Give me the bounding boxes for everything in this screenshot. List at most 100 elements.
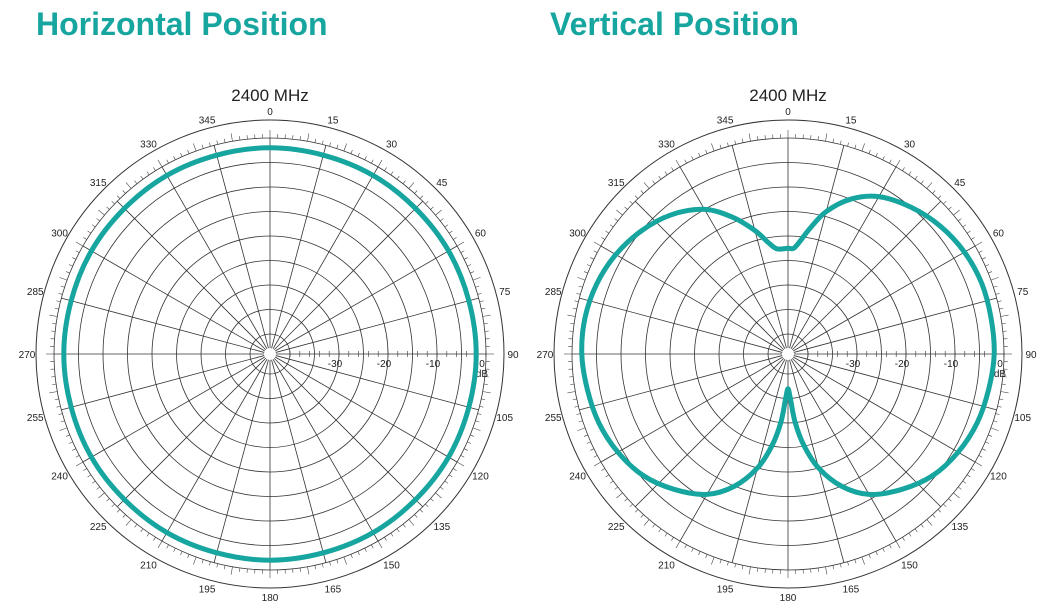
angle-tick <box>239 567 241 572</box>
angle-tick <box>601 468 605 471</box>
db-tick-label: 0 <box>997 359 1003 370</box>
db-unit-label: dB <box>476 369 489 380</box>
angle-tick <box>966 230 971 234</box>
angle-tick <box>966 474 971 478</box>
angle-label: 180 <box>780 593 797 601</box>
angle-tick <box>52 383 57 385</box>
angle-label: 90 <box>1025 350 1037 361</box>
angle-label: 300 <box>569 229 586 240</box>
angle-tick <box>593 455 598 458</box>
spoke <box>579 355 783 411</box>
angle-tick <box>895 540 901 549</box>
angle-tick <box>65 271 70 274</box>
angle-tick <box>134 180 138 184</box>
angle-tick <box>971 468 975 471</box>
angle-tick <box>757 136 759 141</box>
angle-tick <box>180 152 183 157</box>
angle-tick <box>609 224 614 228</box>
angle-label: 330 <box>140 140 157 151</box>
angle-tick <box>902 537 905 541</box>
angle-tick <box>230 566 233 575</box>
angle-tick <box>985 264 990 267</box>
angle-tick <box>364 156 367 160</box>
angle-tick <box>65 434 70 437</box>
angle-tick <box>861 556 865 565</box>
spoke <box>271 145 327 349</box>
angle-tick <box>875 152 878 157</box>
angle-tick <box>54 398 59 401</box>
db-tick-label: -30 <box>846 359 861 370</box>
db-tick-label: -10 <box>944 359 959 370</box>
angle-tick <box>430 206 434 210</box>
angle-tick <box>371 159 374 164</box>
angle-tick <box>96 218 100 222</box>
angle-tick <box>59 427 68 431</box>
angle-tick <box>396 528 400 533</box>
angle-tick <box>937 509 942 513</box>
angle-tick <box>889 544 892 549</box>
spoke <box>213 145 269 349</box>
angle-tick <box>201 144 204 149</box>
angle-tick <box>995 293 1000 295</box>
angle-tick <box>1001 323 1006 325</box>
spoke <box>600 356 784 463</box>
angle-tick <box>472 427 481 431</box>
angle-label: 210 <box>140 560 157 571</box>
angle-tick <box>444 480 449 484</box>
angle-tick <box>83 237 87 240</box>
angle-tick <box>590 448 594 451</box>
angle-tick <box>847 561 849 566</box>
angle-tick <box>467 441 472 444</box>
angle-label: 105 <box>1014 413 1031 424</box>
angle-label: 240 <box>51 472 68 483</box>
angle-tick <box>953 492 960 499</box>
angle-tick <box>574 300 579 303</box>
angle-tick <box>460 455 465 458</box>
angle-tick <box>727 561 729 566</box>
angle-tick <box>684 544 687 549</box>
polar-chart-1: -30 -20 -10 0dB0153045607590105120135150165… <box>537 86 1037 601</box>
angle-tick <box>567 391 576 394</box>
angle-tick <box>111 200 115 205</box>
angle-tick <box>307 133 310 142</box>
angle-label: 330 <box>658 140 675 151</box>
angle-tick <box>166 544 169 549</box>
angle-tick <box>75 241 84 247</box>
angle-tick <box>216 563 219 568</box>
angle-tick <box>882 156 885 160</box>
angle-label: 15 <box>327 115 339 126</box>
spoke <box>791 200 942 351</box>
angle-tick <box>475 420 480 423</box>
angle-tick <box>671 537 674 541</box>
angle-tick <box>216 140 219 145</box>
angle-tick <box>634 509 639 513</box>
angle-label: 105 <box>496 413 513 424</box>
angle-label: 15 <box>845 115 857 126</box>
angle-tick <box>719 559 722 564</box>
angle-label: 150 <box>901 560 918 571</box>
spoke <box>272 358 379 542</box>
db-unit-label: dB <box>994 369 1007 380</box>
angle-tick <box>889 159 892 164</box>
angle-tick <box>180 551 183 556</box>
angle-tick <box>1000 391 1009 394</box>
angle-tick <box>87 230 92 234</box>
angle-tick <box>616 209 623 216</box>
angle-tick <box>479 405 484 408</box>
angle-tick <box>590 257 594 260</box>
angle-tick <box>601 237 605 240</box>
angle-tick <box>60 285 65 288</box>
angle-tick <box>920 180 924 184</box>
spoke <box>634 200 785 351</box>
angle-tick <box>390 532 394 537</box>
angle-tick <box>299 567 301 572</box>
angle-label: 165 <box>325 585 342 596</box>
angle-tick <box>68 264 73 267</box>
angle-tick <box>748 566 751 575</box>
angle-label: 285 <box>545 287 562 298</box>
angle-tick <box>997 405 1002 408</box>
angle-label: 300 <box>51 229 68 240</box>
angle-tick <box>425 200 429 205</box>
angle-label: 30 <box>904 140 916 151</box>
angle-tick <box>832 565 835 570</box>
